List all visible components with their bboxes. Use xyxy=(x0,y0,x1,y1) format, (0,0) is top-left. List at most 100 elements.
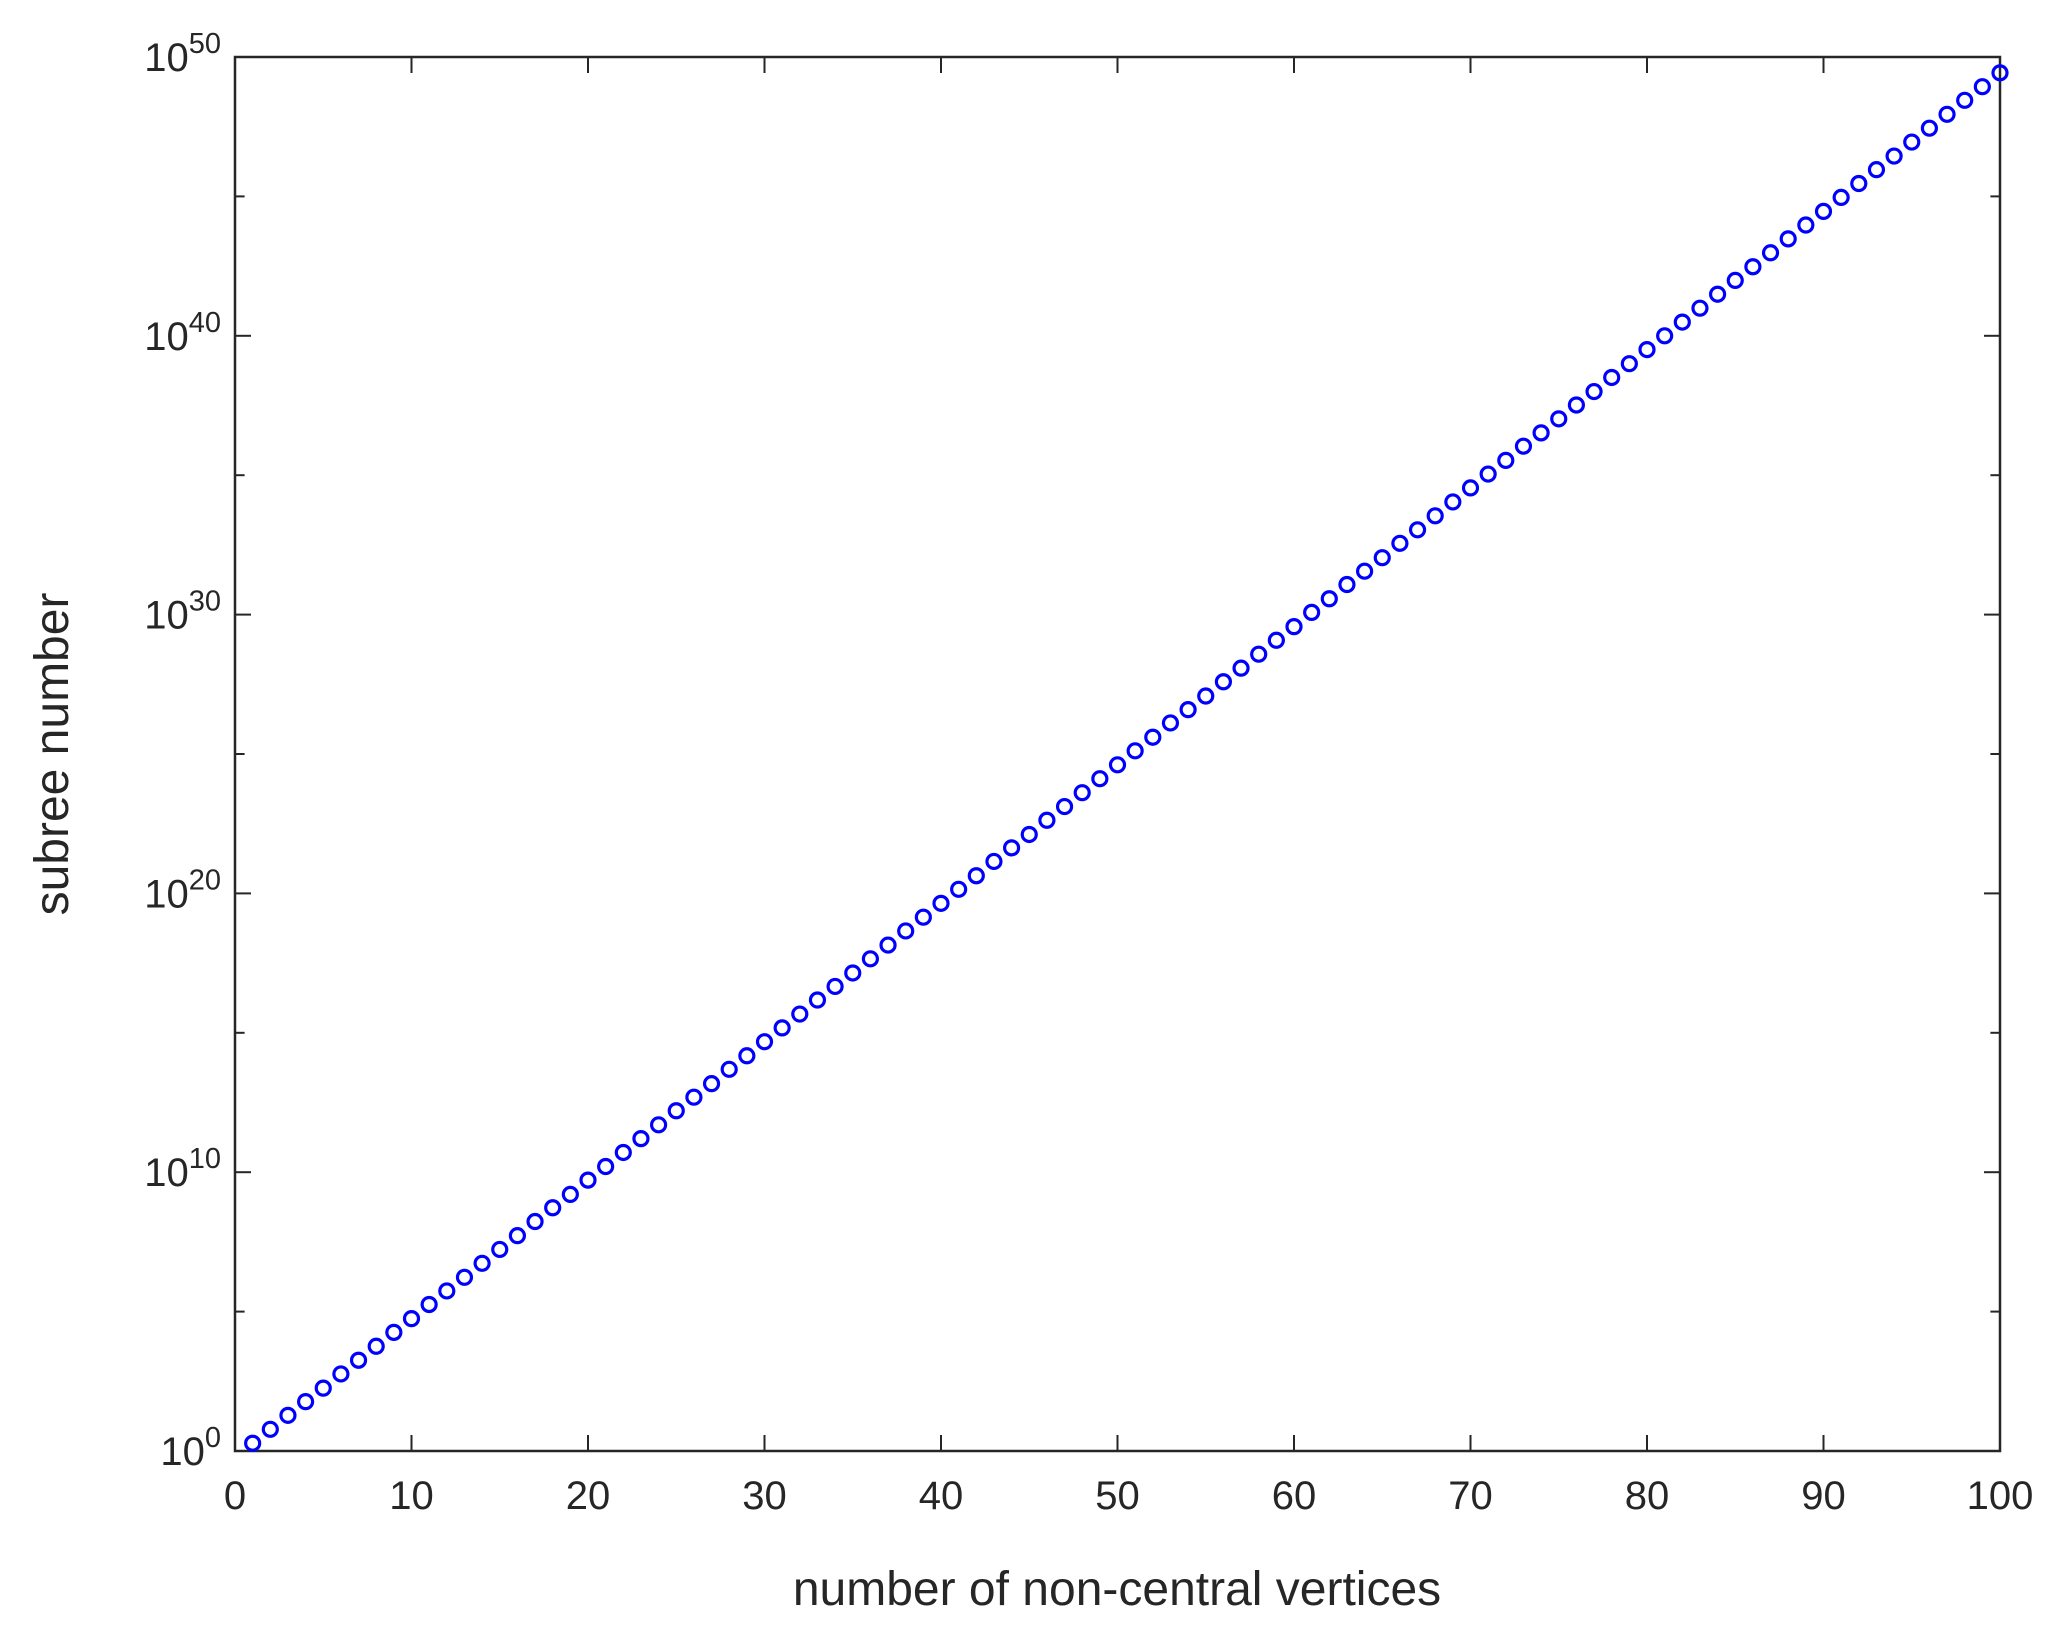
data-point xyxy=(1408,521,1427,539)
data-point xyxy=(1532,424,1550,442)
x-tick-label: 50 xyxy=(1095,1474,1140,1518)
data-point xyxy=(879,936,897,954)
data-point xyxy=(1603,368,1621,387)
plot-frame xyxy=(233,55,2002,1453)
data-point xyxy=(950,880,968,898)
data-point xyxy=(1867,161,1886,179)
data-point xyxy=(438,1282,456,1300)
data-point xyxy=(420,1295,438,1314)
data-point xyxy=(1620,355,1638,373)
data-point xyxy=(844,964,862,982)
data-point xyxy=(1744,258,1762,276)
data-point xyxy=(261,1420,279,1438)
x-tick-label: 10 xyxy=(389,1474,434,1518)
data-point xyxy=(1373,549,1391,567)
data-point xyxy=(897,922,915,940)
y-tick-label: 1010 xyxy=(144,1143,221,1195)
data-point xyxy=(297,1393,315,1411)
data-point xyxy=(579,1171,597,1189)
data-point xyxy=(685,1088,703,1106)
data-point xyxy=(667,1102,685,1120)
data-point xyxy=(1126,742,1144,760)
x-tick-label: 80 xyxy=(1625,1474,1670,1518)
x-tick-label: 30 xyxy=(742,1474,787,1518)
data-point xyxy=(491,1240,509,1259)
data-point xyxy=(1338,575,1356,594)
data-point xyxy=(1161,714,1180,732)
data-point xyxy=(279,1406,297,1424)
x-axis-label: number of non-central vertices xyxy=(793,1563,1441,1616)
data-point xyxy=(1320,590,1338,608)
data-point xyxy=(1444,493,1462,511)
data-point xyxy=(1691,299,1709,317)
data-point xyxy=(1355,562,1374,580)
data-point xyxy=(1179,701,1197,719)
data-point xyxy=(1250,645,1268,663)
data-point xyxy=(738,1047,756,1065)
data-point xyxy=(526,1212,544,1231)
data-point xyxy=(1479,465,1497,483)
data-point xyxy=(367,1337,385,1355)
data-point xyxy=(720,1060,738,1078)
data-point xyxy=(402,1310,421,1328)
data-point xyxy=(755,1033,774,1051)
data-point xyxy=(385,1323,403,1341)
y-tick-label: 1050 xyxy=(144,28,221,80)
data-point xyxy=(1497,451,1515,469)
data-point xyxy=(1391,534,1409,552)
data-point xyxy=(1761,244,1780,262)
data-point xyxy=(914,908,932,926)
data-point xyxy=(1232,659,1250,677)
data-point xyxy=(1938,105,1956,123)
data-point xyxy=(808,991,827,1009)
data-point xyxy=(1055,797,1074,816)
data-point xyxy=(244,1434,262,1452)
x-tick-label: 100 xyxy=(1967,1474,2034,1518)
data-point xyxy=(1850,174,1868,193)
data-point xyxy=(455,1268,474,1286)
data-point xyxy=(1073,784,1091,802)
data-point xyxy=(1920,119,1939,137)
data-point xyxy=(1903,133,1921,151)
data-point xyxy=(632,1130,650,1148)
data-point xyxy=(1108,756,1127,774)
data-point xyxy=(1002,839,1021,857)
data-point xyxy=(1638,340,1656,359)
y-tick-label: 100 xyxy=(160,1422,221,1474)
data-point xyxy=(861,950,880,968)
data-point xyxy=(773,1019,791,1037)
x-tick-label: 60 xyxy=(1272,1474,1317,1518)
data-point xyxy=(649,1116,668,1134)
data-point xyxy=(1091,770,1109,788)
data-point xyxy=(561,1185,579,1203)
data-point xyxy=(1514,437,1533,455)
data-point xyxy=(1020,825,1038,844)
data-point xyxy=(1708,285,1727,303)
data-point xyxy=(1814,202,1833,220)
data-point xyxy=(1779,230,1797,248)
data-point xyxy=(508,1227,527,1245)
data-point xyxy=(1461,479,1480,497)
data-point xyxy=(702,1075,721,1093)
data-point xyxy=(473,1254,491,1272)
data-point xyxy=(1038,811,1056,829)
data-point xyxy=(332,1365,350,1383)
data-point xyxy=(1426,507,1444,525)
data-point xyxy=(1991,64,2009,82)
data-point xyxy=(1673,313,1691,331)
data-point xyxy=(1832,188,1850,207)
data-point xyxy=(1267,631,1285,649)
data-point xyxy=(544,1199,562,1217)
y-axis-label: subree number xyxy=(26,593,79,916)
data-point xyxy=(1797,216,1815,234)
data-point xyxy=(1197,687,1215,705)
data-point xyxy=(1956,91,1974,109)
data-point xyxy=(349,1351,368,1369)
data-point xyxy=(1726,271,1744,290)
y-tick-label: 1030 xyxy=(144,586,221,638)
data-point xyxy=(1303,603,1321,621)
x-tick-label: 70 xyxy=(1448,1474,1493,1518)
data-point xyxy=(1144,728,1162,746)
x-tick-label: 40 xyxy=(919,1474,964,1518)
